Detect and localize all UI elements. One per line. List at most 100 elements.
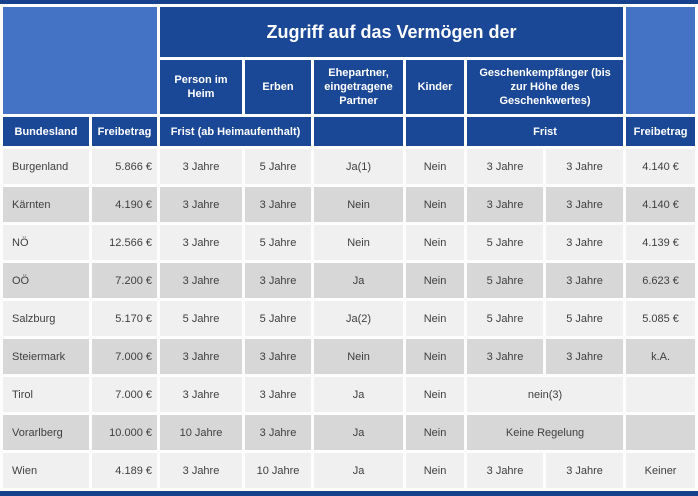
cell-kinder: Nein bbox=[406, 263, 464, 298]
table-row-burgenland: Burgenland 5.866 € 3 Jahre 5 Jahre Ja(1)… bbox=[3, 149, 696, 184]
group-header-row: Person im Heim Erben Ehepartner, eingetr… bbox=[3, 60, 695, 114]
title-row: Zugriff auf das Vermögen der bbox=[3, 7, 696, 114]
group-header-person-im-heim: Person im Heim bbox=[160, 60, 242, 114]
cell-freibetrag-2 bbox=[626, 377, 696, 412]
cell-freibetrag: 7.000 € bbox=[92, 377, 157, 412]
cell-kinder: Nein bbox=[406, 301, 464, 336]
cell-person-im-heim: 3 Jahre bbox=[160, 377, 242, 412]
cell-kinder: Nein bbox=[406, 187, 464, 222]
group-header-kinder: Kinder bbox=[406, 60, 464, 114]
cell-frist-2: 3 Jahre bbox=[546, 149, 624, 184]
cell-frist-2: 3 Jahre bbox=[546, 187, 624, 222]
cell-freibetrag: 4.190 € bbox=[92, 187, 157, 222]
cell-erben: 5 Jahre bbox=[245, 225, 311, 260]
cell-bundesland: OÖ bbox=[3, 263, 89, 298]
vermoegenszugriff-table: Zugriff auf das Vermögen der Person im H… bbox=[0, 4, 698, 491]
table-title: Zugriff auf das Vermögen der bbox=[160, 7, 624, 57]
cell-freibetrag-2: 5.085 € bbox=[626, 301, 696, 336]
cell-kinder: Nein bbox=[406, 339, 464, 374]
group-header-ehepartner: Ehepartner, eingetragene Partner bbox=[314, 60, 403, 114]
table-row-steiermark: Steiermark 7.000 € 3 Jahre 3 Jahre Nein … bbox=[3, 339, 696, 374]
cell-freibetrag-2 bbox=[626, 415, 696, 450]
cell-frist-2: 3 Jahre bbox=[546, 225, 624, 260]
sub-header-freibetrag-right: Freibetrag bbox=[626, 117, 696, 146]
cell-frist-1: 5 Jahre bbox=[467, 225, 543, 260]
cell-bundesland: Tirol bbox=[3, 377, 89, 412]
cell-frist-1: 5 Jahre bbox=[467, 301, 543, 336]
cell-freibetrag-2: 4.139 € bbox=[626, 225, 696, 260]
sub-header-ehepartner-empty bbox=[314, 117, 403, 146]
cell-freibetrag: 12.566 € bbox=[92, 225, 157, 260]
cell-ehepartner: Ja bbox=[314, 415, 403, 450]
cell-freibetrag: 5.170 € bbox=[92, 301, 157, 336]
cell-kinder: Nein bbox=[406, 377, 464, 412]
cell-person-im-heim: 3 Jahre bbox=[160, 187, 242, 222]
cell-freibetrag-2: 6.623 € bbox=[626, 263, 696, 298]
cell-freibetrag-2: 4.140 € bbox=[626, 187, 696, 222]
table-row-vorarlberg: Vorarlberg 10.000 € 10 Jahre 3 Jahre Ja … bbox=[3, 415, 696, 450]
corner-top-left bbox=[3, 7, 157, 114]
group-header-erben: Erben bbox=[245, 60, 311, 114]
cell-person-im-heim: 3 Jahre bbox=[160, 339, 242, 374]
cell-freibetrag-2: Keiner bbox=[626, 453, 696, 488]
cell-bundesland: Kärnten bbox=[3, 187, 89, 222]
cell-erben: 3 Jahre bbox=[245, 187, 311, 222]
cell-ehepartner: Ja(2) bbox=[314, 301, 403, 336]
cell-person-im-heim: 3 Jahre bbox=[160, 263, 242, 298]
cell-freibetrag: 10.000 € bbox=[92, 415, 157, 450]
cell-ehepartner: Nein bbox=[314, 187, 403, 222]
cell-frist-merged: nein(3) bbox=[467, 377, 624, 412]
cell-bundesland: Wien bbox=[3, 453, 89, 488]
cell-person-im-heim: 3 Jahre bbox=[160, 453, 242, 488]
table-row-ooe: OÖ 7.200 € 3 Jahre 3 Jahre Ja Nein 5 Jah… bbox=[3, 263, 696, 298]
cell-frist-2: 3 Jahre bbox=[546, 453, 624, 488]
cell-kinder: Nein bbox=[406, 225, 464, 260]
cell-frist-1: 3 Jahre bbox=[467, 149, 543, 184]
cell-person-im-heim: 3 Jahre bbox=[160, 149, 242, 184]
table-row-salzburg: Salzburg 5.170 € 5 Jahre 5 Jahre Ja(2) N… bbox=[3, 301, 696, 336]
cell-ehepartner: Ja bbox=[314, 377, 403, 412]
cell-bundesland: NÖ bbox=[3, 225, 89, 260]
cell-freibetrag-2: 4.140 € bbox=[626, 149, 696, 184]
cell-kinder: Nein bbox=[406, 415, 464, 450]
corner-top-right bbox=[626, 7, 696, 114]
cell-ehepartner: Ja bbox=[314, 453, 403, 488]
sub-header-frist-heim: Frist (ab Heimaufenthalt) bbox=[160, 117, 311, 146]
cell-person-im-heim: 10 Jahre bbox=[160, 415, 242, 450]
cell-person-im-heim: 5 Jahre bbox=[160, 301, 242, 336]
table-row-wien: Wien 4.189 € 3 Jahre 10 Jahre Ja Nein 3 … bbox=[3, 453, 696, 488]
cell-frist-1: 3 Jahre bbox=[467, 339, 543, 374]
cell-ehepartner: Ja(1) bbox=[314, 149, 403, 184]
cell-ehepartner: Ja bbox=[314, 263, 403, 298]
sub-header-frist-geschenk: Frist bbox=[467, 117, 624, 146]
cell-ehepartner: Nein bbox=[314, 339, 403, 374]
cell-erben: 3 Jahre bbox=[245, 415, 311, 450]
cell-frist-2: 3 Jahre bbox=[546, 263, 624, 298]
cell-erben: 5 Jahre bbox=[245, 149, 311, 184]
cell-erben: 5 Jahre bbox=[245, 301, 311, 336]
cell-erben: 3 Jahre bbox=[245, 263, 311, 298]
cell-bundesland: Steiermark bbox=[3, 339, 89, 374]
table-row-kaernten: Kärnten 4.190 € 3 Jahre 3 Jahre Nein Nei… bbox=[3, 187, 696, 222]
cell-frist-2: 5 Jahre bbox=[546, 301, 624, 336]
cell-freibetrag: 5.866 € bbox=[92, 149, 157, 184]
cell-person-im-heim: 3 Jahre bbox=[160, 225, 242, 260]
cell-freibetrag: 7.200 € bbox=[92, 263, 157, 298]
group-header-geschenkempfaenger: Geschenkempfänger (bis zur Höhe des Gesc… bbox=[467, 60, 624, 114]
sub-header-freibetrag-left: Freibetrag bbox=[92, 117, 157, 146]
sub-header-kinder-empty bbox=[406, 117, 464, 146]
cell-frist-1: 3 Jahre bbox=[467, 187, 543, 222]
cell-bundesland: Burgenland bbox=[3, 149, 89, 184]
cell-frist-1: 3 Jahre bbox=[467, 453, 543, 488]
table-row-noe: NÖ 12.566 € 3 Jahre 5 Jahre Nein Nein 5 … bbox=[3, 225, 696, 260]
cell-erben: 3 Jahre bbox=[245, 339, 311, 374]
cell-frist-merged: Keine Regelung bbox=[467, 415, 624, 450]
cell-erben: 10 Jahre bbox=[245, 453, 311, 488]
cell-erben: 3 Jahre bbox=[245, 377, 311, 412]
cell-freibetrag: 7.000 € bbox=[92, 339, 157, 374]
table-row-tirol: Tirol 7.000 € 3 Jahre 3 Jahre Ja Nein ne… bbox=[3, 377, 696, 412]
cell-ehepartner: Nein bbox=[314, 225, 403, 260]
cell-freibetrag-2: k.A. bbox=[626, 339, 696, 374]
sub-header-row: Bundesland Freibetrag Frist (ab Heimaufe… bbox=[3, 117, 696, 146]
cell-bundesland: Salzburg bbox=[3, 301, 89, 336]
